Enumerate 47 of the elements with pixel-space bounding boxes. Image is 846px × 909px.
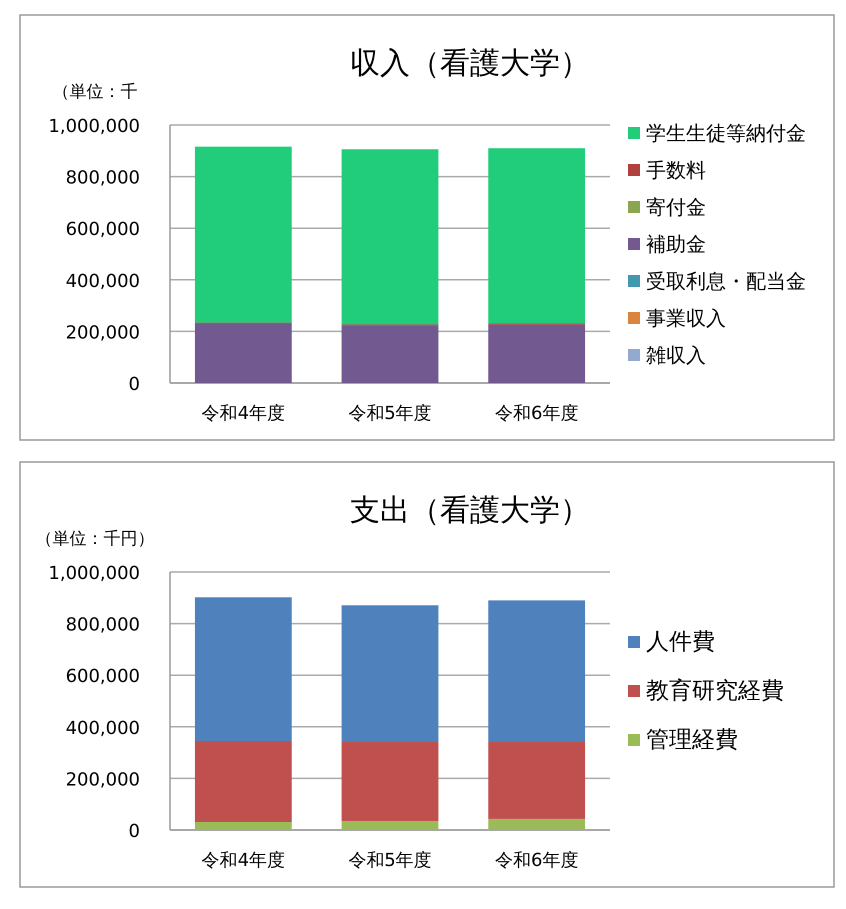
bar xyxy=(488,324,586,383)
y-tick-label: 600,000 xyxy=(66,666,140,688)
y-tick-label: 1,000,000 xyxy=(48,563,140,584)
bar xyxy=(342,326,438,383)
bar xyxy=(488,600,586,742)
x-tick-label: 令和6年度 xyxy=(494,403,578,424)
legend-label: 雑収入 xyxy=(646,343,706,367)
legend-label: 寄付金 xyxy=(646,195,706,219)
y-tick-label: 0 xyxy=(128,374,140,395)
bar xyxy=(194,597,292,741)
y-tick-label: 400,000 xyxy=(66,718,140,739)
x-tick-label: 令和6年度 xyxy=(494,850,578,871)
bar xyxy=(488,742,586,819)
y-tick-label: 200,000 xyxy=(66,769,140,790)
legend-label: 学生生徒等納付金 xyxy=(646,121,806,145)
y-tick-label: 200,000 xyxy=(66,322,140,344)
bar xyxy=(488,148,586,324)
bar xyxy=(194,324,292,383)
bar xyxy=(194,146,292,323)
x-tick-label: 令和5年度 xyxy=(348,850,432,871)
x-tick-label: 令和4年度 xyxy=(202,850,286,871)
y-tick-label: 400,000 xyxy=(66,270,140,292)
bar xyxy=(342,820,438,830)
bar xyxy=(342,742,438,821)
legend-label: 教育研究経費 xyxy=(646,678,784,704)
y-tick-label: 1,000,000 xyxy=(48,116,140,137)
legend-label: 受取利息・配当金 xyxy=(646,269,806,293)
bar xyxy=(488,818,586,830)
legend-label: 手数料 xyxy=(646,158,706,182)
bar xyxy=(194,822,292,830)
y-axis-title: （単位：千 xyxy=(52,82,138,102)
y-tick-label: 800,000 xyxy=(66,168,140,189)
y-tick-label: 0 xyxy=(128,821,140,842)
y-tick-label: 600,000 xyxy=(66,219,140,240)
x-tick-label: 令和5年度 xyxy=(348,403,432,424)
legend-label: 補助金 xyxy=(646,232,706,256)
legend-label: 管理経費 xyxy=(646,727,738,753)
chart-title: 収入（看護大学） xyxy=(350,46,590,81)
y-tick-label: 800,000 xyxy=(66,614,140,636)
bar xyxy=(342,605,438,742)
y-axis-title: （単位：千円） xyxy=(36,529,154,549)
bar xyxy=(342,149,438,324)
legend-label: 人件費 xyxy=(646,629,715,655)
x-tick-label: 令和4年度 xyxy=(202,403,286,424)
legend-label: 事業収入 xyxy=(646,306,726,330)
chart-title: 支出（看護大学） xyxy=(350,493,590,528)
bar xyxy=(194,740,292,822)
